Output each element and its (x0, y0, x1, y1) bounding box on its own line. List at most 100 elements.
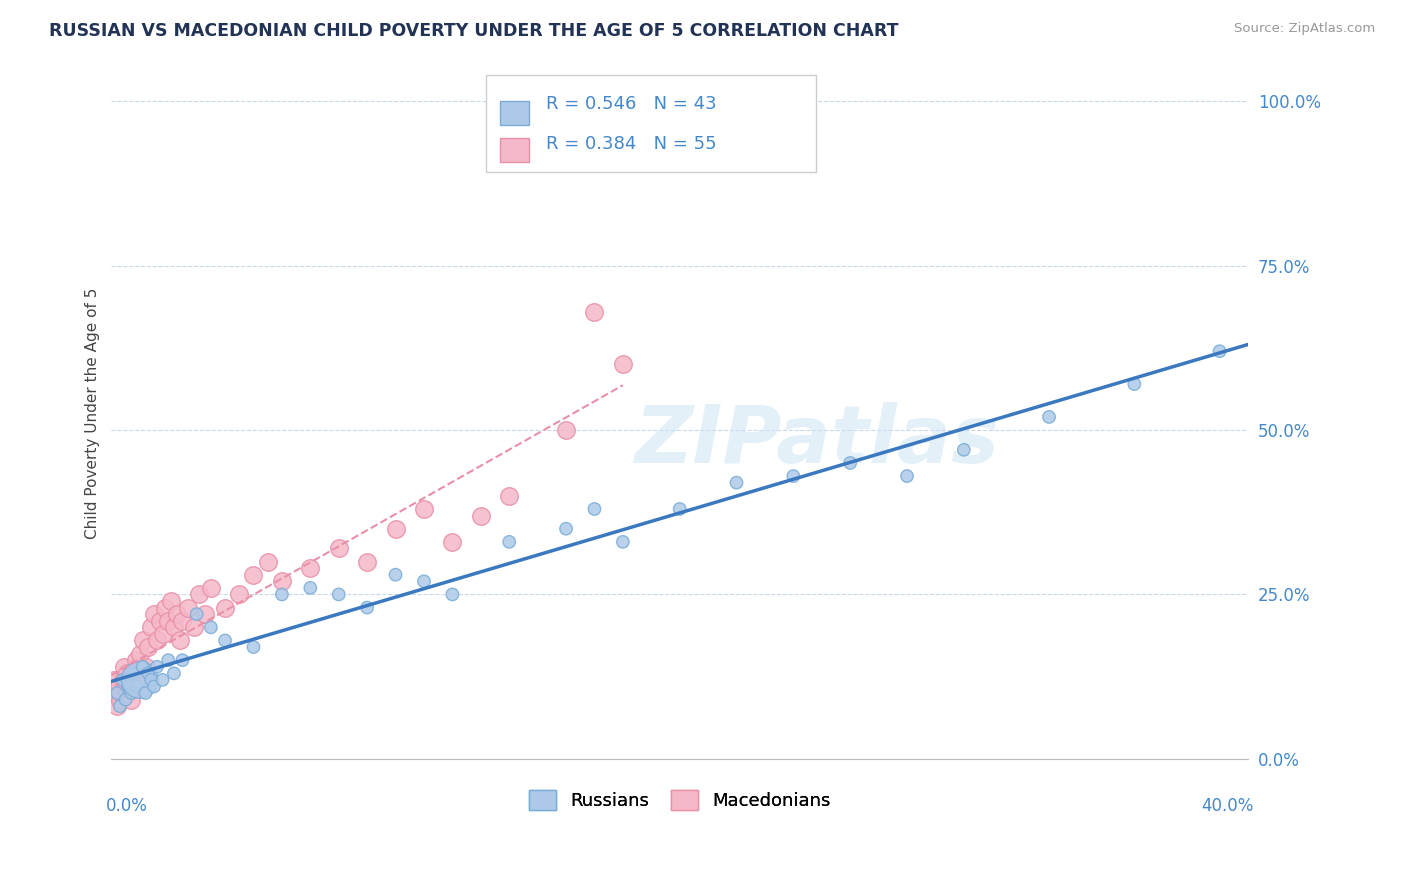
Point (141, 620, 163, 634)
Point (839, 456, 862, 470)
Text: 0.0%: 0.0% (105, 797, 148, 814)
Point (200, 620, 222, 634)
Point (782, 469, 804, 483)
Point (299, 581, 322, 595)
Point (122, 666, 145, 681)
Point (114, 692, 136, 706)
Point (356, 555, 378, 569)
Point (166, 607, 188, 622)
Point (328, 587, 350, 601)
Point (108, 692, 131, 706)
Point (114, 680, 136, 694)
Point (441, 534, 464, 549)
Point (356, 600, 378, 615)
Point (105, 686, 128, 700)
Point (498, 534, 520, 549)
Point (299, 561, 322, 575)
FancyBboxPatch shape (486, 76, 815, 172)
Point (152, 627, 174, 641)
Text: R = 0.546   N = 43: R = 0.546 N = 43 (546, 95, 716, 113)
Point (242, 640, 264, 654)
Point (108, 699, 131, 714)
Text: 40.0%: 40.0% (1201, 797, 1254, 814)
Point (725, 475, 748, 490)
Point (186, 607, 208, 622)
Text: ZIPatlas: ZIPatlas (634, 402, 998, 480)
Point (1208, 344, 1230, 359)
Point (163, 620, 186, 634)
Point (555, 522, 578, 536)
Point (122, 666, 145, 681)
Point (152, 673, 174, 687)
Point (149, 614, 172, 628)
Point (470, 508, 492, 523)
FancyBboxPatch shape (501, 137, 529, 161)
Legend: Russians, Macedonians: Russians, Macedonians (520, 780, 839, 819)
Point (270, 587, 292, 601)
Text: RUSSIAN VS MACEDONIAN CHILD POVERTY UNDER THE AGE OF 5 CORRELATION CHART: RUSSIAN VS MACEDONIAN CHILD POVERTY UNDE… (49, 22, 898, 40)
Point (111, 673, 134, 687)
Point (200, 581, 222, 595)
Point (183, 620, 205, 634)
Point (242, 567, 264, 582)
Point (115, 666, 138, 681)
Point (146, 659, 169, 673)
Point (583, 305, 606, 319)
Point (160, 594, 183, 608)
Point (270, 574, 292, 589)
Y-axis label: Child Poverty Under the Age of 5: Child Poverty Under the Age of 5 (86, 288, 100, 540)
Point (1123, 377, 1146, 392)
Point (169, 633, 191, 648)
Point (118, 673, 141, 687)
Point (172, 653, 194, 667)
Point (143, 680, 166, 694)
Point (124, 653, 146, 667)
Point (117, 680, 139, 694)
Point (146, 633, 169, 648)
Point (441, 587, 464, 601)
Point (256, 555, 278, 569)
Point (953, 442, 976, 457)
Point (668, 502, 690, 516)
Point (134, 659, 156, 673)
Point (131, 659, 153, 673)
Point (228, 587, 250, 601)
Point (157, 653, 180, 667)
Point (498, 489, 520, 503)
Point (104, 686, 127, 700)
Point (125, 673, 148, 687)
Point (172, 614, 194, 628)
Point (188, 587, 211, 601)
Point (583, 502, 606, 516)
Point (384, 522, 406, 536)
Point (328, 541, 350, 556)
Point (112, 659, 135, 673)
Point (134, 686, 156, 700)
Point (163, 666, 186, 681)
Point (555, 423, 578, 437)
Point (157, 614, 180, 628)
Point (128, 647, 150, 661)
Point (131, 633, 153, 648)
Point (143, 607, 166, 622)
Point (110, 686, 132, 700)
Point (155, 600, 177, 615)
FancyBboxPatch shape (501, 101, 529, 125)
Point (117, 686, 139, 700)
Point (214, 600, 236, 615)
Point (612, 534, 634, 549)
Point (194, 607, 217, 622)
Point (138, 640, 160, 654)
Point (111, 673, 134, 687)
Point (177, 600, 200, 615)
Point (127, 659, 149, 673)
Point (103, 673, 125, 687)
Point (128, 673, 150, 687)
Point (384, 567, 406, 582)
Point (120, 686, 142, 700)
Point (125, 680, 148, 694)
Point (120, 692, 142, 706)
Point (413, 574, 436, 589)
Point (612, 357, 634, 371)
Point (107, 680, 129, 694)
